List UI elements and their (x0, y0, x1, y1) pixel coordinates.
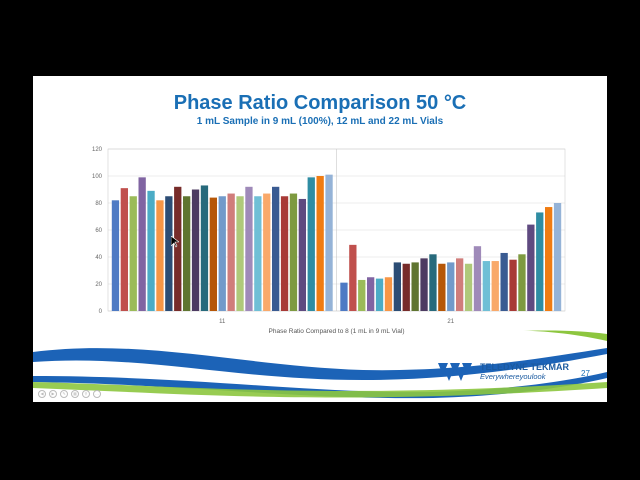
bar (509, 259, 517, 311)
bar (500, 252, 508, 311)
bar (156, 200, 164, 311)
mouse-pointer-icon (171, 236, 179, 248)
bar (393, 262, 401, 311)
bar (147, 190, 155, 311)
bar (200, 185, 209, 311)
x-tick-label: 21 (447, 319, 454, 325)
zoom-icon[interactable]: ⚲ (82, 390, 90, 398)
bar (518, 254, 526, 311)
grid-icon[interactable]: ▦ (71, 390, 79, 398)
bar (129, 196, 137, 311)
bar (491, 261, 499, 311)
next-slide-icon[interactable]: ▶ (49, 390, 57, 398)
slideshow-controls: ◀ ▶ ✎ ▦ ⚲ … (38, 390, 101, 398)
bar (254, 196, 262, 311)
logo-mark-icon (438, 363, 472, 381)
bar (174, 186, 182, 311)
y-tick-label: 80 (95, 201, 102, 207)
bar (138, 177, 146, 311)
bar (191, 189, 200, 311)
bar-chart: 0 20 40 60 80 100 120 11 21 Phase Ratio Compared … (92, 147, 566, 335)
pen-icon[interactable]: ✎ (60, 390, 68, 398)
page-number: 27 (581, 369, 590, 378)
bar (438, 263, 446, 311)
y-tick-label: 120 (92, 147, 103, 153)
bar (402, 263, 410, 311)
decorative-swoosh (33, 330, 607, 402)
bar (325, 174, 333, 311)
x-tick-label: 11 (219, 319, 226, 325)
bar (236, 196, 244, 311)
bar (527, 224, 535, 311)
y-tick-label: 60 (95, 228, 102, 234)
more-options-icon[interactable]: … (93, 390, 101, 398)
bar (218, 196, 226, 311)
bar (183, 196, 191, 311)
bar (289, 193, 298, 311)
bar (536, 212, 544, 311)
bar (316, 176, 324, 311)
slide-subtitle: 1 mL Sample in 9 mL (100%), 12 mL and 22… (196, 116, 444, 127)
bar (120, 188, 128, 311)
bar (307, 177, 315, 311)
logo-tagline: Everywhereyoulook (480, 372, 546, 381)
bar (111, 200, 120, 311)
bar (349, 244, 357, 311)
bar (464, 263, 473, 311)
bar (545, 207, 553, 311)
bar (420, 258, 428, 311)
slide-title: Phase Ratio Comparison 50 °C (173, 92, 467, 114)
slide: Phase Ratio Comparison 50 °C 1 mL Sample… (33, 76, 607, 402)
bar (245, 186, 253, 311)
bar (227, 193, 235, 311)
bar (375, 278, 384, 311)
x-axis-title: Phase Ratio Compared to 8 (1 mL in 9 mL … (269, 328, 405, 335)
bar (429, 254, 437, 311)
bar (384, 277, 393, 311)
previous-slide-icon[interactable]: ◀ (38, 390, 46, 398)
teledyne-logo: TELEDYNE TEKMAR Everywhereyoulook (436, 361, 570, 385)
bar (411, 262, 419, 311)
bar (340, 282, 348, 311)
y-tick-label: 100 (92, 174, 103, 180)
bar (447, 262, 455, 311)
bar (553, 203, 562, 311)
bar (473, 246, 482, 311)
bar (272, 186, 280, 311)
bar (298, 198, 306, 311)
y-tick-label: 40 (95, 255, 102, 261)
y-tick-label: 0 (99, 309, 103, 315)
bar (263, 193, 271, 311)
bar (165, 196, 173, 311)
bar (367, 277, 375, 311)
bar (456, 258, 464, 311)
bar (482, 261, 490, 311)
logo-name: TELEDYNE TEKMAR (480, 362, 570, 372)
bar (280, 196, 289, 311)
y-tick-label: 20 (95, 282, 102, 288)
bar (209, 197, 217, 311)
bar (358, 279, 366, 311)
